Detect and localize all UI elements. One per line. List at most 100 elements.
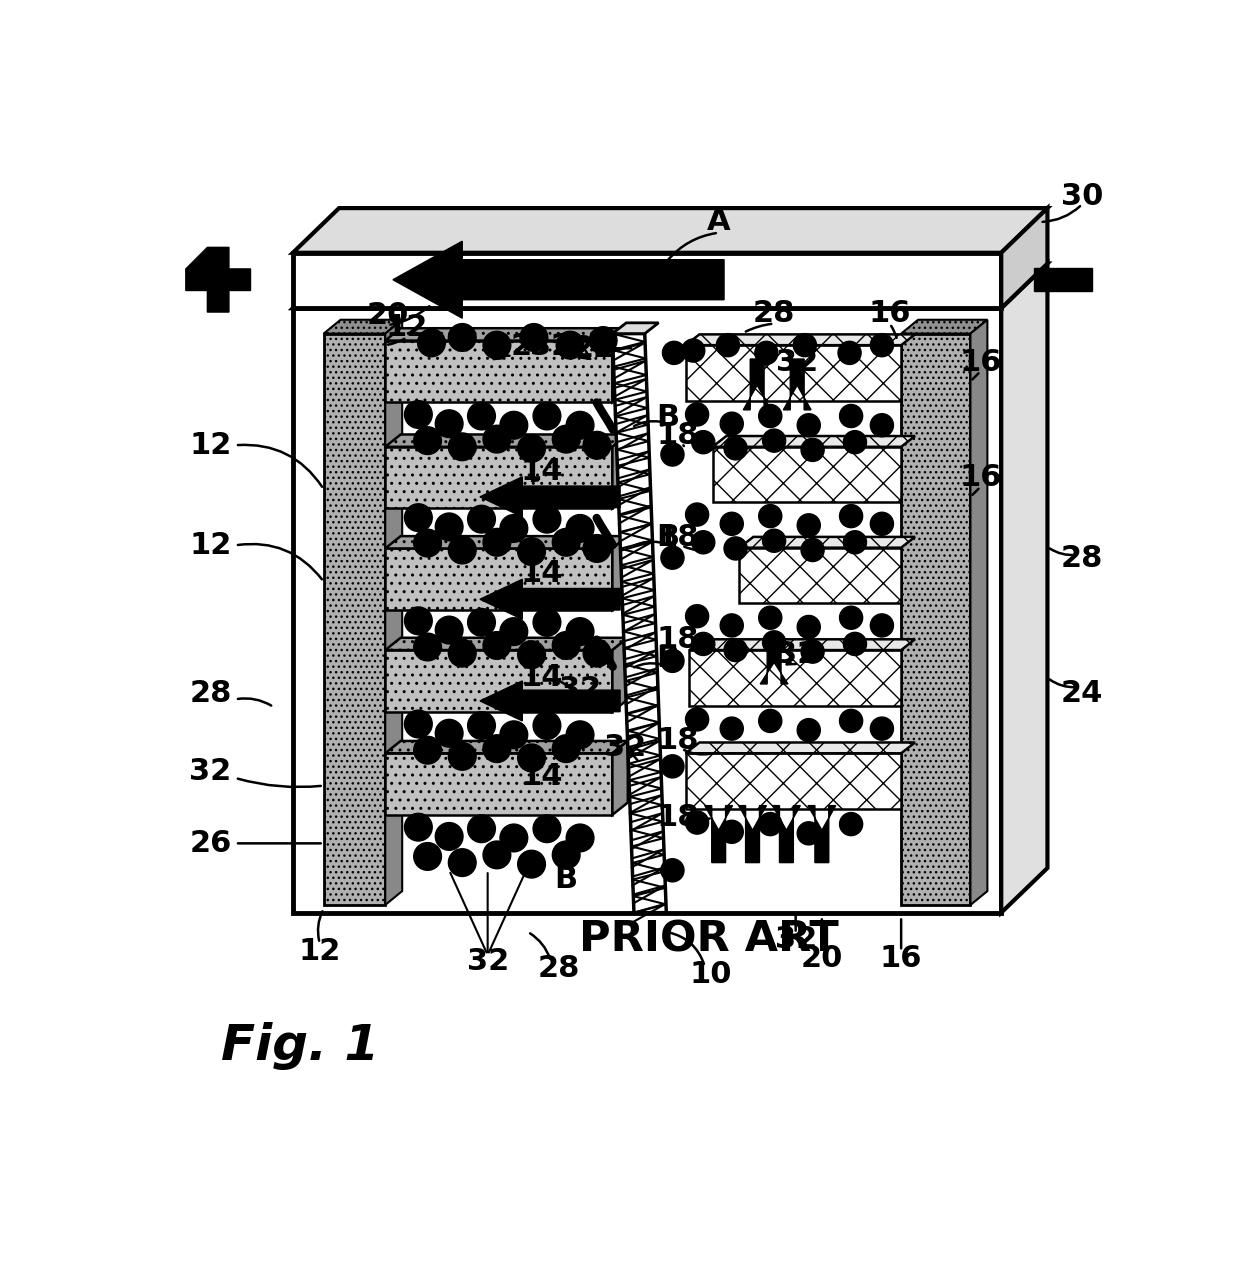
Polygon shape <box>773 806 800 862</box>
Circle shape <box>449 433 476 460</box>
Circle shape <box>404 607 433 635</box>
Text: 28: 28 <box>753 299 795 328</box>
Circle shape <box>759 607 781 630</box>
Text: B: B <box>656 523 680 553</box>
Circle shape <box>797 822 821 846</box>
Polygon shape <box>613 536 627 610</box>
Circle shape <box>794 334 816 357</box>
Polygon shape <box>739 806 766 862</box>
Circle shape <box>435 822 463 851</box>
Circle shape <box>763 429 786 452</box>
Circle shape <box>720 513 743 536</box>
Circle shape <box>449 536 476 564</box>
Polygon shape <box>613 323 658 334</box>
Circle shape <box>661 649 684 672</box>
Circle shape <box>484 332 511 359</box>
Bar <box>689 650 901 705</box>
Circle shape <box>843 531 867 554</box>
Bar <box>386 341 613 402</box>
Text: 28: 28 <box>537 955 579 983</box>
Polygon shape <box>324 320 402 334</box>
Polygon shape <box>613 334 666 912</box>
Circle shape <box>686 403 708 427</box>
Circle shape <box>435 410 463 438</box>
Text: 18: 18 <box>657 803 699 833</box>
Circle shape <box>567 514 594 542</box>
Circle shape <box>717 334 739 357</box>
Circle shape <box>801 438 825 461</box>
Circle shape <box>435 720 463 747</box>
Text: 32: 32 <box>775 925 817 953</box>
Text: 20: 20 <box>366 302 409 330</box>
Polygon shape <box>1001 208 1048 308</box>
Text: 32: 32 <box>776 348 818 377</box>
Circle shape <box>552 632 580 659</box>
Circle shape <box>661 443 684 466</box>
Polygon shape <box>1001 263 1048 912</box>
Polygon shape <box>686 743 915 753</box>
Circle shape <box>759 709 781 732</box>
Circle shape <box>797 616 821 639</box>
Text: 32: 32 <box>776 640 818 669</box>
Circle shape <box>567 411 594 439</box>
Circle shape <box>552 735 580 762</box>
Polygon shape <box>689 640 915 650</box>
Text: 14: 14 <box>521 663 563 693</box>
Text: 12: 12 <box>190 531 232 560</box>
Circle shape <box>484 528 511 556</box>
Polygon shape <box>293 208 1048 253</box>
Polygon shape <box>686 334 915 346</box>
Circle shape <box>843 430 867 454</box>
Text: 12: 12 <box>190 430 232 460</box>
Circle shape <box>801 640 825 663</box>
Text: 28: 28 <box>1061 544 1104 573</box>
Circle shape <box>484 735 511 762</box>
Polygon shape <box>971 320 987 905</box>
Polygon shape <box>186 248 250 312</box>
Circle shape <box>662 342 686 365</box>
Circle shape <box>500 514 528 542</box>
Bar <box>713 447 901 502</box>
Text: 32: 32 <box>490 333 532 361</box>
Circle shape <box>692 531 714 554</box>
Circle shape <box>870 717 894 740</box>
Circle shape <box>418 329 445 357</box>
Text: 10: 10 <box>689 960 732 988</box>
Bar <box>739 547 901 603</box>
Circle shape <box>661 858 684 882</box>
Circle shape <box>467 815 495 843</box>
Polygon shape <box>808 806 836 862</box>
Circle shape <box>517 537 546 565</box>
Text: 18: 18 <box>657 420 699 450</box>
Bar <box>386 549 613 610</box>
Circle shape <box>724 639 748 662</box>
Circle shape <box>759 812 781 835</box>
Bar <box>901 334 971 905</box>
Polygon shape <box>386 741 627 753</box>
Circle shape <box>686 708 708 731</box>
Polygon shape <box>613 741 627 815</box>
Polygon shape <box>713 436 915 447</box>
Polygon shape <box>386 536 627 549</box>
Circle shape <box>839 505 863 528</box>
Circle shape <box>533 609 560 636</box>
Circle shape <box>467 402 495 430</box>
Circle shape <box>414 529 441 556</box>
Circle shape <box>589 326 618 355</box>
Circle shape <box>870 414 894 437</box>
Circle shape <box>467 712 495 739</box>
Polygon shape <box>743 359 771 410</box>
Polygon shape <box>901 320 987 334</box>
Text: Fig. 1: Fig. 1 <box>222 1022 379 1070</box>
Circle shape <box>500 721 528 749</box>
Circle shape <box>414 427 441 455</box>
Circle shape <box>661 754 684 777</box>
Circle shape <box>724 537 748 560</box>
Polygon shape <box>613 334 666 912</box>
Circle shape <box>533 402 560 430</box>
Circle shape <box>533 505 560 533</box>
Text: 32: 32 <box>559 675 601 704</box>
Circle shape <box>839 709 863 732</box>
Circle shape <box>449 324 476 351</box>
Circle shape <box>692 632 714 655</box>
